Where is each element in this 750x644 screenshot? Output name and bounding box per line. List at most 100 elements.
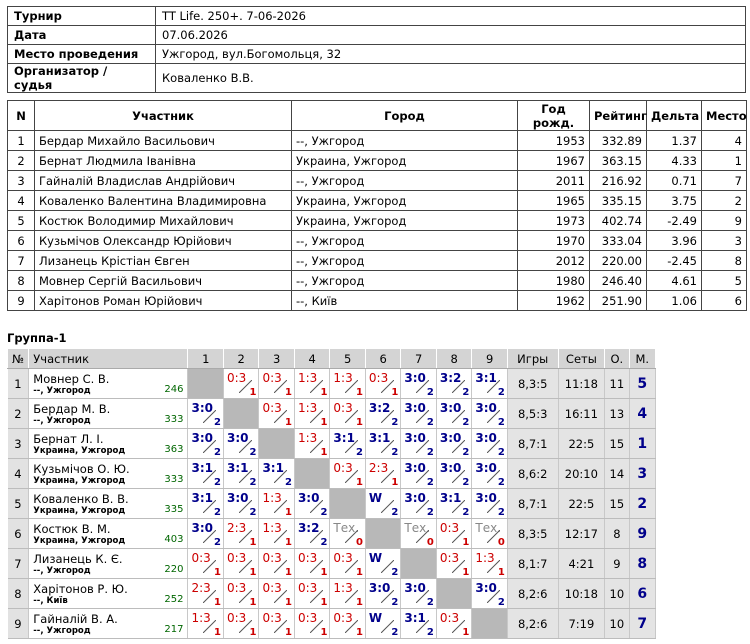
row-number: 7: [7, 548, 30, 579]
match-cell: 3:1 2: [258, 458, 295, 489]
match-cell: 0:3 1: [436, 608, 473, 639]
match-points: 1: [320, 597, 328, 608]
diagonal-cell: [471, 608, 508, 639]
participant-delta: 3.75: [646, 190, 702, 211]
match-points: 2: [462, 507, 470, 518]
player-name: Костюк В. М.: [33, 522, 111, 536]
match-points: 1: [391, 477, 399, 488]
slash-divider: [487, 530, 501, 543]
match-score: 0:3: [297, 611, 318, 625]
match-points: 2: [497, 387, 505, 398]
match-points: 1: [355, 567, 363, 578]
match-points: 1: [462, 627, 470, 638]
match-cell: 1:3 1: [329, 578, 366, 609]
match-cell: 0:3 1: [436, 548, 473, 579]
match-score: 3:1: [404, 611, 426, 625]
row-number: 5: [7, 488, 30, 519]
match-score: 1:3: [297, 371, 318, 385]
grid-row: 4 Кузьмічов О. Ю. Украина, Ужгород 333 3:1 2 3…: [7, 458, 657, 489]
slash-divider: [416, 530, 430, 543]
match-cell: 3:0 2: [471, 428, 508, 459]
match-points: 1: [320, 417, 328, 428]
match-cell: 0:3 1: [258, 578, 295, 609]
match-points: 1: [284, 507, 292, 518]
player-city: Украина, Ужгород: [33, 536, 126, 546]
match-score: 3:0: [404, 371, 426, 385]
match-score: 0:3: [439, 521, 460, 535]
slash-divider: [380, 470, 394, 483]
participant-city: Украина, Ужгород: [291, 150, 518, 171]
participant-rating: 251.90: [589, 290, 647, 311]
match-points: 2: [497, 477, 505, 488]
match-cell: 3:0 2: [365, 578, 402, 609]
slash-divider: [203, 560, 217, 573]
match-score: Тех.: [404, 521, 431, 535]
match-points: 2: [249, 447, 257, 458]
match-points: 2: [497, 507, 505, 518]
slash-divider: [345, 440, 359, 453]
match-score: 1:3: [262, 491, 282, 505]
games-stat: 8,3:5: [507, 368, 559, 399]
place-stat: 3: [629, 458, 657, 489]
match-cell: 3:0 2: [471, 488, 508, 519]
participant-rating: 332.89: [589, 130, 647, 151]
slash-divider: [274, 620, 288, 633]
match-cell: 3:1 2: [471, 368, 508, 399]
match-cell: 3:2 2: [294, 518, 331, 549]
match-points: 2: [214, 477, 221, 488]
match-score: 3:2: [297, 521, 320, 535]
match-cell: 3:0 2: [471, 578, 508, 609]
match-points: 2: [214, 447, 221, 458]
slash-divider: [380, 620, 394, 633]
slash-divider: [451, 440, 465, 453]
grid-row: 2 Бердар М. В. --, Ужгород 333 3:0 2 0:3 1 1:3 1 0…: [7, 398, 657, 429]
group-title: Группа-1: [7, 331, 67, 345]
participants-table: N Участник Город Год рожд. Рейтинг Дельта Мест…: [7, 100, 747, 311]
column-header: Место: [701, 100, 747, 131]
player-cell: Лизанець К. Є. --, Ужгород 220: [28, 548, 189, 579]
match-score: 0:3: [297, 551, 318, 565]
player-cell: Кузьмічов О. Ю. Украина, Ужгород 333: [28, 458, 189, 489]
match-score: 3:0: [297, 491, 320, 505]
participant-rating: 333.04: [589, 230, 647, 251]
participant-delta: 4.61: [646, 270, 702, 291]
player-rating: 363: [164, 444, 184, 455]
player-name: Лизанець К. Є.: [33, 552, 123, 566]
match-points: 1: [284, 387, 292, 398]
participant-place: 5: [701, 270, 747, 291]
player-name: Мовнер С. В.: [33, 372, 110, 386]
participant-delta: -2.45: [646, 250, 702, 271]
match-points: 2: [320, 537, 328, 548]
grid-header: 9: [471, 348, 508, 369]
participant-delta: -2.49: [646, 210, 702, 231]
participant-rating: 335.15: [589, 190, 647, 211]
match-score: W: [368, 551, 383, 565]
table-row: 6 Кузьмічов Олександр Юрійович --, Ужгород…: [7, 230, 747, 251]
match-score: 0:3: [262, 611, 282, 625]
match-cell: 0:3 1: [294, 578, 331, 609]
participant-year: 1973: [517, 210, 590, 231]
participant-name: Кузьмічов Олександр Юрійович: [34, 230, 292, 251]
games-stat: 8,2:6: [507, 608, 559, 639]
match-cell: 2:3 1: [187, 578, 224, 609]
match-cell: 0:3 1: [187, 548, 224, 579]
match-points: 1: [462, 567, 470, 578]
participant-city: --, Ужгород: [291, 130, 518, 151]
info-row: Место проведения Ужгород, вул.Богомольця,…: [7, 44, 746, 64]
match-points: 0: [355, 537, 363, 548]
match-points: 2: [462, 447, 470, 458]
row-number: 9: [7, 608, 30, 639]
sets-stat: 4:21: [558, 548, 606, 579]
slash-divider: [416, 380, 430, 393]
sets-stat: 7:19: [558, 608, 606, 639]
slash-divider: [345, 620, 359, 633]
match-cell: 1:3 1: [258, 488, 295, 519]
grid-row: 5 Коваленко В. В. Украина, Ужгород 335 3:1 2 3…: [7, 488, 657, 519]
group-results-table: № Участник 1 2 3 4 5 6 7 8 9 Игры Сеты О. М. 1 Мовнер С…: [6, 348, 657, 639]
slash-divider: [487, 470, 501, 483]
player-city: Украина, Ужгород: [33, 476, 126, 486]
participant-place: 7: [701, 170, 747, 191]
column-header: Год рожд.: [517, 100, 590, 131]
match-cell: 1:3 1: [258, 518, 295, 549]
